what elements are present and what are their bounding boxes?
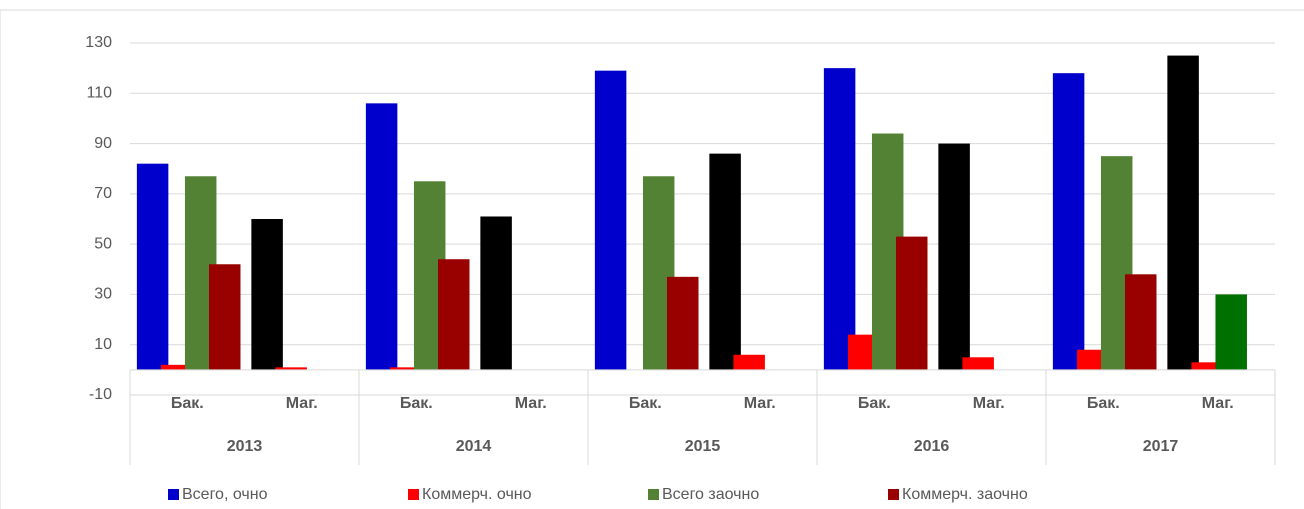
x-tick-label: Маг. [286,395,318,412]
legend-label: Всего, очно [182,486,268,503]
bar [1167,55,1199,370]
bar [938,143,970,370]
legend-label: Всего заочно [662,486,759,503]
bar [733,354,765,370]
bar [365,103,398,370]
x-tick-label: Маг. [1202,395,1234,412]
bar [251,219,283,370]
x-tick-label: Бак. [629,395,662,412]
y-tick-label: 90 [94,135,112,152]
legend-label: Коммерч. очно [422,486,532,503]
group-label: 2016 [914,438,950,455]
bar [480,216,512,370]
x-tick-label: Маг. [744,395,776,412]
x-tick-label: Бак. [171,395,204,412]
legend-swatch [168,489,179,500]
bar [1076,349,1109,370]
bar [667,276,699,370]
bar [709,153,741,370]
x-tick-label: Бак. [858,395,891,412]
y-tick-label: 10 [94,336,112,353]
bar [438,259,470,370]
bar [1052,73,1085,370]
group-label: 2013 [227,438,263,455]
bar [209,264,241,370]
y-tick-label: -10 [89,386,112,403]
group-label: 2017 [1143,438,1179,455]
group-label: 2014 [456,438,492,455]
bar [1191,362,1223,370]
bar [594,70,627,370]
bar [136,163,169,370]
bar [823,68,856,370]
y-tick-label: 50 [94,235,112,252]
x-tick-label: Бак. [1087,395,1120,412]
y-tick-label: 30 [94,286,112,303]
legend-swatch [648,489,659,500]
legend-swatch [888,489,899,500]
legend-label: Коммерч. заочно [902,486,1028,503]
legend-swatch [408,489,419,500]
bar [1125,274,1157,370]
x-tick-label: Бак. [400,395,433,412]
y-tick-label: 130 [85,34,112,51]
y-tick-label: 110 [86,85,112,102]
bar [896,236,928,370]
bar [1215,294,1247,370]
bar [962,357,994,370]
x-tick-label: Маг. [973,395,1005,412]
chart-border [0,9,1304,509]
x-tick-label: Маг. [515,395,547,412]
group-label: 2015 [685,438,721,455]
bar [389,367,422,370]
bar [160,364,193,370]
y-tick-label: 70 [94,185,112,202]
bar [275,367,307,370]
